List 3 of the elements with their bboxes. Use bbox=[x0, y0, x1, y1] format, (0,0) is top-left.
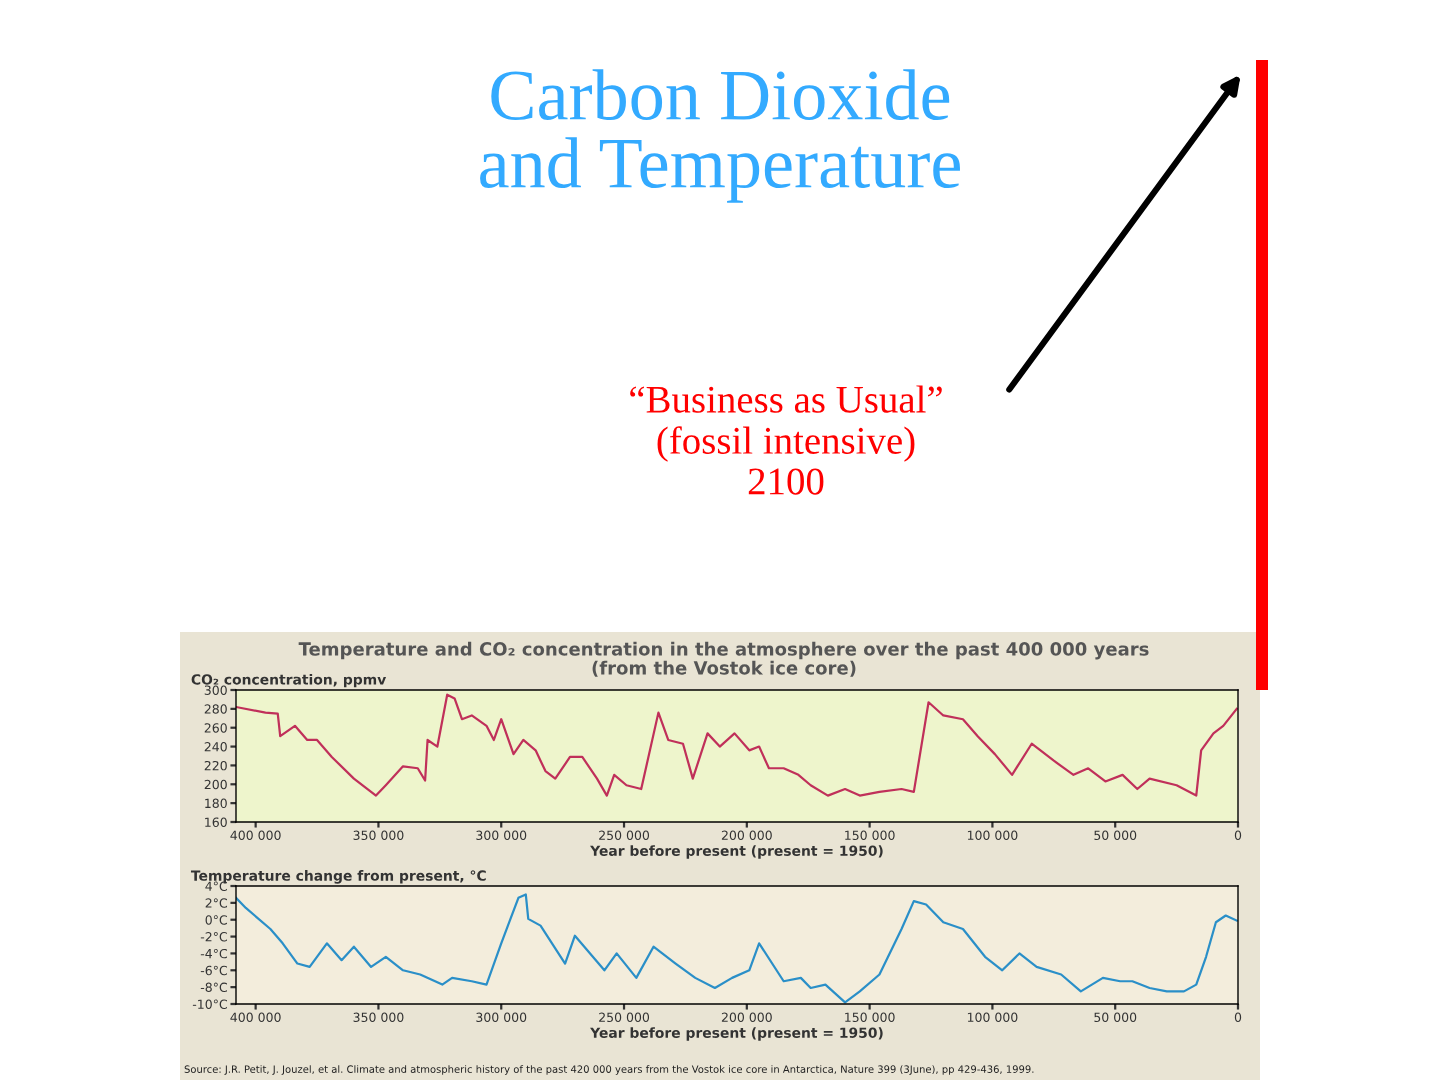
text: “Business as Usual” (fossil intensive) 2100 bbox=[630, 385, 942, 495]
chart-subtitle: Temperature and CO₂ concentration in the atmosphere over the past 400 000 years (from the Vostok ice core) bbox=[298, 641, 1149, 677]
chart-title: Carbon Dioxide and Temperature bbox=[480, 69, 960, 203]
